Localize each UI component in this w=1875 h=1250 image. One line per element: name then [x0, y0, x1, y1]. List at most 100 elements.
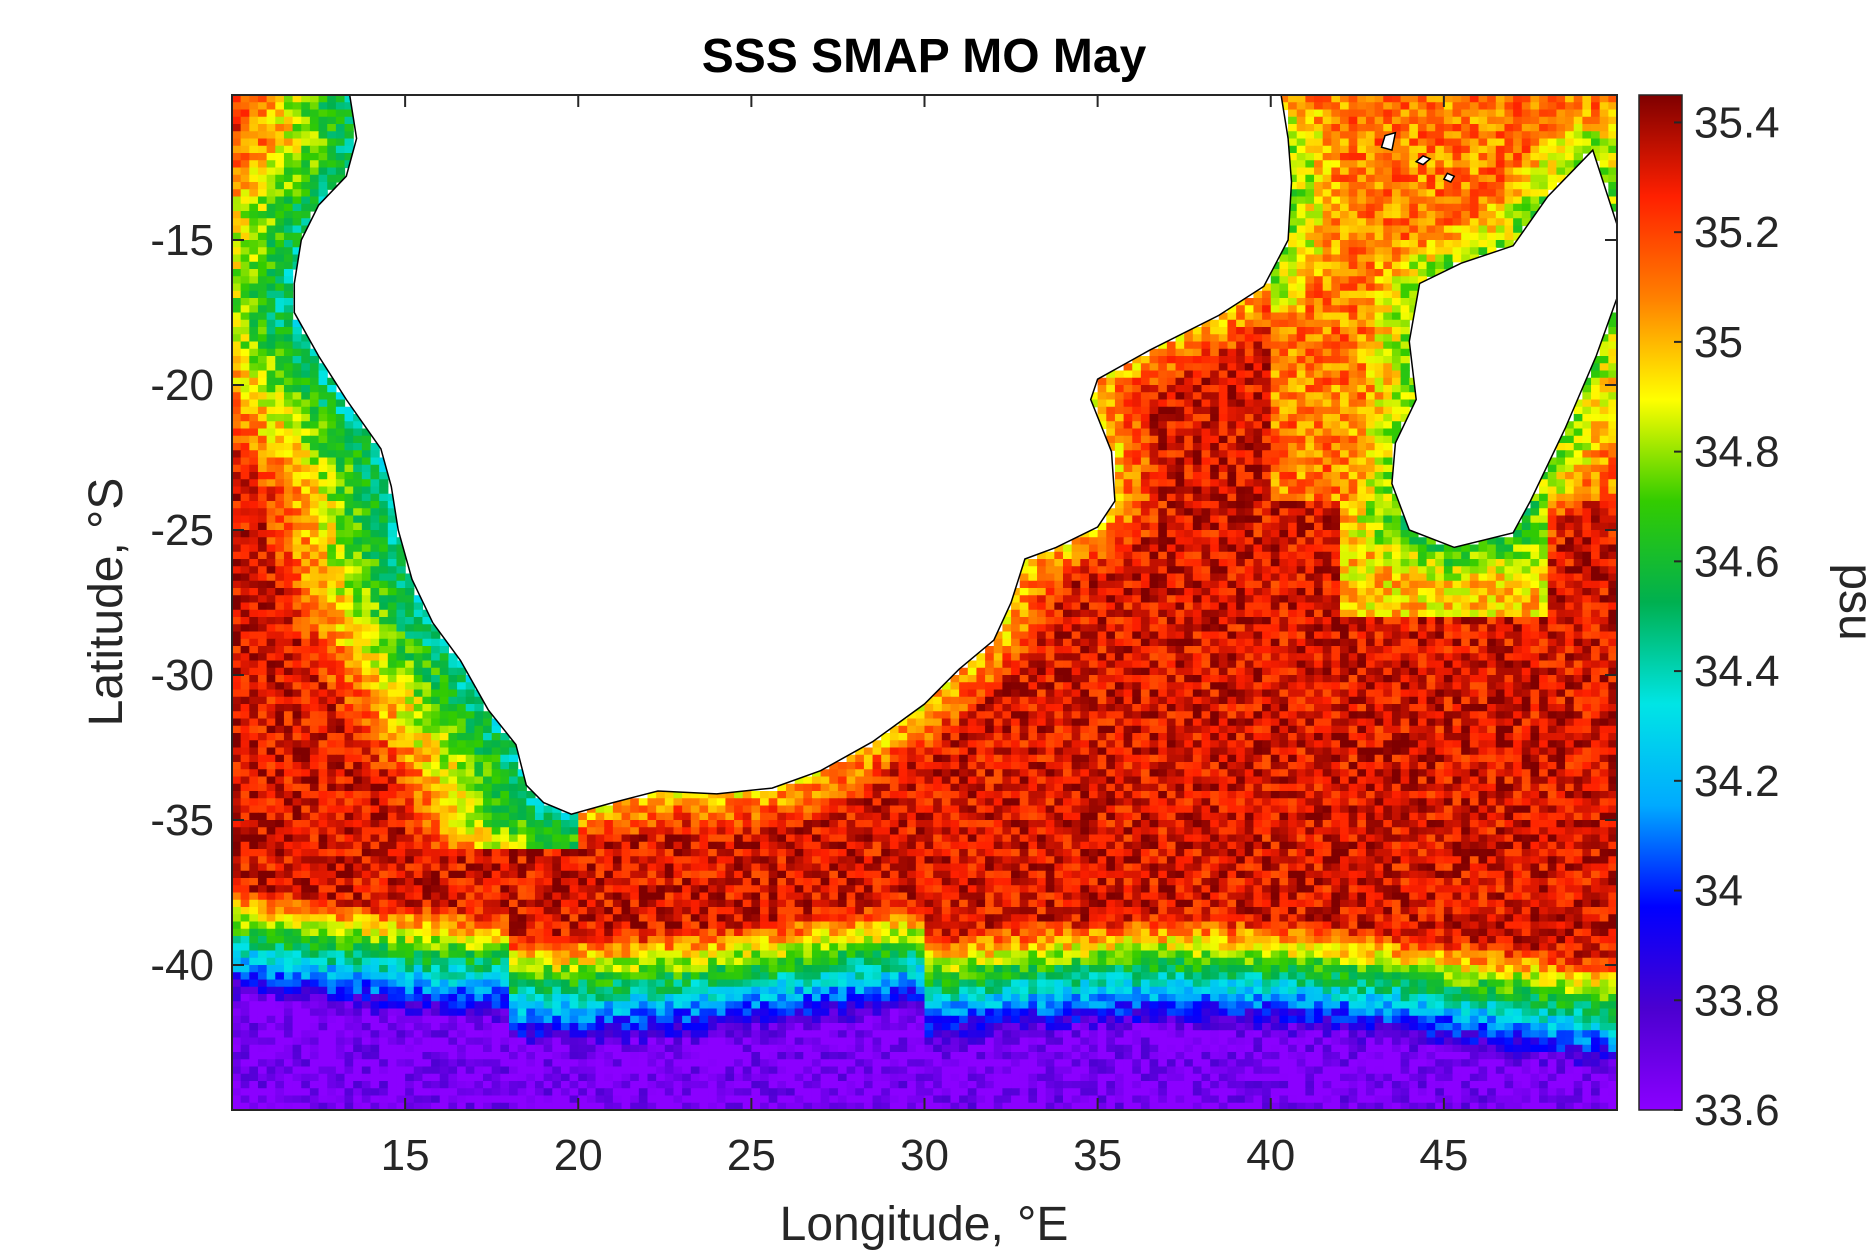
heatmap-cell	[993, 696, 1004, 705]
heatmap-cell	[1166, 385, 1177, 393]
heatmap-cell	[1149, 675, 1159, 683]
heatmap-cell	[1236, 385, 1246, 393]
heatmap-cell	[1270, 319, 1281, 328]
heatmap-cell	[1582, 457, 1592, 466]
heatmap-cell	[1210, 609, 1220, 618]
heatmap-cell	[1365, 327, 1376, 335]
heatmap-cell	[1357, 341, 1367, 350]
heatmap-cell	[1461, 631, 1471, 640]
heatmap-cell	[283, 131, 294, 140]
heatmap-cell	[240, 334, 250, 343]
heatmap-cell	[1296, 399, 1306, 408]
heatmap-cell	[1478, 189, 1488, 198]
heatmap-cell	[422, 653, 432, 662]
heatmap-cell	[1132, 493, 1142, 502]
heatmap-cell	[1270, 450, 1281, 459]
heatmap-cell	[1530, 138, 1540, 147]
heatmap-cell	[1106, 646, 1116, 654]
heatmap-cell	[1305, 588, 1315, 596]
heatmap-cell	[1322, 182, 1332, 190]
heatmap-cell	[232, 167, 242, 176]
heatmap-cell	[1184, 559, 1194, 567]
heatmap-cell	[1547, 522, 1558, 531]
heatmap-cell	[292, 319, 302, 328]
heatmap-cell	[1071, 646, 1081, 654]
heatmap-cell	[1530, 551, 1540, 560]
heatmap-cell	[257, 573, 268, 582]
heatmap-cell	[1132, 363, 1142, 372]
heatmap-cell	[283, 377, 294, 386]
heatmap-cell	[1608, 551, 1617, 560]
heatmap-cell	[1192, 363, 1203, 372]
heatmap-cell	[1184, 341, 1194, 350]
heatmap-cell	[959, 682, 969, 691]
heatmap-cell	[1340, 312, 1350, 321]
heatmap-cell	[1314, 218, 1324, 227]
heatmap-cell	[232, 638, 242, 647]
heatmap-cell	[257, 327, 268, 335]
heatmap-cell	[1296, 138, 1306, 147]
heatmap-cell	[1530, 580, 1540, 589]
heatmap-cell	[1114, 392, 1125, 401]
heatmap-cell	[1011, 638, 1021, 647]
heatmap-cell	[1348, 638, 1358, 647]
heatmap-cell	[1270, 348, 1281, 357]
heatmap-cell	[1348, 450, 1358, 459]
heatmap-cell	[1521, 124, 1532, 132]
heatmap-cell	[1452, 573, 1462, 582]
heatmap-cell	[1435, 189, 1445, 198]
heatmap-cell	[1608, 450, 1617, 459]
heatmap-cell	[1201, 414, 1211, 422]
heatmap-cell	[1236, 428, 1246, 437]
heatmap-cell	[1409, 305, 1419, 314]
heatmap-cell	[240, 602, 250, 611]
heatmap-cell	[1521, 588, 1532, 596]
heatmap-cell	[1305, 580, 1315, 589]
heatmap-cell	[1054, 631, 1064, 640]
heatmap-cell	[465, 689, 475, 698]
heatmap-cell	[232, 232, 242, 241]
heatmap-cell	[1080, 537, 1090, 546]
heatmap-cell	[240, 443, 250, 451]
heatmap-cell	[1340, 247, 1350, 256]
heatmap-cell	[1114, 472, 1125, 480]
heatmap-cell	[1132, 428, 1142, 437]
heatmap-cell	[1322, 356, 1332, 364]
heatmap-cell	[232, 530, 242, 538]
heatmap-cell	[1340, 566, 1350, 575]
heatmap-cell	[1175, 428, 1185, 437]
heatmap-cell	[1383, 312, 1393, 321]
heatmap-cell	[1244, 457, 1255, 466]
heatmap-cell	[292, 464, 302, 473]
heatmap-cell	[1149, 588, 1159, 596]
heatmap-cell	[1521, 196, 1532, 205]
heatmap-cell	[387, 537, 398, 546]
heatmap-cell	[1435, 153, 1445, 161]
heatmap-cell	[1236, 450, 1246, 459]
heatmap-cell	[1218, 609, 1229, 618]
heatmap-cell	[1296, 428, 1306, 437]
heatmap-cell	[1210, 501, 1220, 509]
heatmap-cell	[1357, 203, 1367, 212]
heatmap-cell	[266, 406, 276, 415]
heatmap-cell	[1071, 588, 1081, 596]
heatmap-cell	[431, 624, 441, 633]
heatmap-cell	[266, 515, 276, 524]
heatmap-cell	[344, 667, 354, 676]
heatmap-cell	[1400, 414, 1410, 422]
heatmap-cell	[1582, 660, 1592, 669]
heatmap-cell	[1175, 486, 1185, 495]
heatmap-cell	[1071, 660, 1081, 669]
heatmap-cell	[1019, 595, 1029, 604]
heatmap-cell	[1132, 486, 1142, 495]
heatmap-cell	[1469, 211, 1480, 219]
heatmap-cell	[1227, 537, 1237, 546]
heatmap-cell	[266, 392, 276, 401]
heatmap-cell	[257, 290, 268, 299]
heatmap-cell	[1348, 646, 1358, 654]
heatmap-cell	[1391, 167, 1402, 176]
heatmap-cell	[1288, 435, 1298, 444]
heatmap-cell	[1383, 240, 1393, 248]
heatmap-cell	[1322, 602, 1332, 611]
heatmap-cell	[1063, 551, 1073, 560]
